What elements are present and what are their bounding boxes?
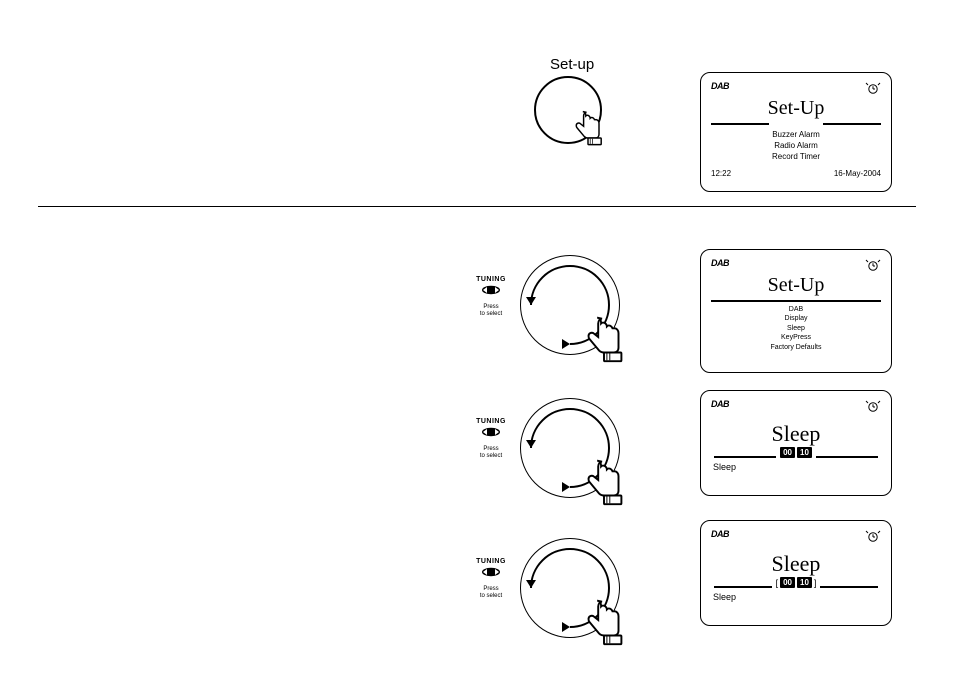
tuning-label: TUNING — [470, 418, 512, 425]
dial-circle — [520, 538, 620, 638]
hand-icon — [566, 105, 610, 154]
title-rule: [ 00 10 ] — [711, 577, 881, 588]
sleep-left-label: Sleep — [713, 462, 736, 474]
double-arrow-icon — [481, 567, 501, 577]
dial-circle — [520, 398, 620, 498]
menu-list: DAB Display Sleep KeyPress Factory Defau… — [711, 305, 881, 352]
bracket: ] — [814, 578, 817, 588]
screen-title: Set-Up — [711, 97, 881, 120]
dab-logo: DAB — [711, 529, 729, 539]
menu-item: Radio Alarm — [711, 140, 881, 151]
menu-item: Record Timer — [711, 151, 881, 162]
dial-top — [534, 76, 602, 144]
menu-list: Buzzer Alarm Radio Alarm Record Timer — [711, 129, 881, 163]
footer-time: 12:22 — [711, 169, 731, 178]
digit: 00 — [780, 577, 795, 588]
dial-4 — [520, 538, 620, 638]
tuning-block-2: TUNING Press to select — [470, 418, 512, 460]
digit: 10 — [797, 447, 812, 458]
hand-icon — [575, 592, 633, 655]
dab-logo: DAB — [711, 258, 729, 268]
sleep-digits: [ 00 10 ] — [776, 577, 817, 588]
screen-title: Sleep — [711, 551, 881, 577]
tuning-label: TUNING — [470, 558, 512, 565]
lcd-screen-4: DAB Sleep [ 00 10 ] Sleep — [700, 520, 892, 626]
menu-item: Display — [711, 314, 881, 323]
title-rule — [711, 300, 881, 302]
screen-title: Sleep — [711, 421, 881, 447]
title-rule: 00 10 — [711, 447, 881, 458]
section-divider — [38, 206, 916, 207]
menu-item: Sleep — [711, 324, 881, 333]
dab-logo: DAB — [711, 81, 729, 91]
bracket: [ — [776, 578, 779, 588]
tuning-block-1: TUNING Press to select — [470, 276, 512, 318]
clock-icon — [865, 81, 881, 99]
footer-date: 16-May-2004 — [834, 169, 881, 178]
dial-circle — [520, 255, 620, 355]
dial-3 — [520, 398, 620, 498]
menu-item: KeyPress — [711, 333, 881, 342]
setup-label: Set-up — [550, 56, 594, 73]
hand-icon — [575, 309, 633, 372]
lcd-screen-3: DAB Sleep 00 10 Sleep — [700, 390, 892, 496]
lcd-screen-1: DAB Set-Up Buzzer Alarm Radio Alarm Reco… — [700, 72, 892, 192]
press-text: Press to select — [470, 446, 512, 460]
dial-2 — [520, 255, 620, 355]
digit: 10 — [797, 577, 812, 588]
tuning-block-3: TUNING Press to select — [470, 558, 512, 600]
hand-icon — [575, 452, 633, 515]
lcd-screen-2: DAB Set-Up DAB Display Sleep KeyPress Fa… — [700, 249, 892, 373]
press-text: Press to select — [470, 586, 512, 600]
menu-item: Buzzer Alarm — [711, 129, 881, 140]
double-arrow-icon — [481, 285, 501, 295]
clock-icon — [865, 399, 881, 417]
clock-icon — [865, 258, 881, 276]
press-text: Press to select — [470, 304, 512, 318]
menu-item: Factory Defaults — [711, 343, 881, 352]
menu-item: DAB — [711, 305, 881, 314]
dab-logo: DAB — [711, 399, 729, 409]
sleep-left-label: Sleep — [713, 592, 736, 604]
title-rule — [711, 123, 881, 125]
clock-icon — [865, 529, 881, 547]
tuning-label: TUNING — [470, 276, 512, 283]
sleep-digits: 00 10 — [780, 447, 812, 458]
digit: 00 — [780, 447, 795, 458]
screen-title: Set-Up — [711, 274, 881, 297]
dial-circle — [534, 76, 602, 144]
screen-footer: 12:22 16-May-2004 — [711, 169, 881, 178]
double-arrow-icon — [481, 427, 501, 437]
